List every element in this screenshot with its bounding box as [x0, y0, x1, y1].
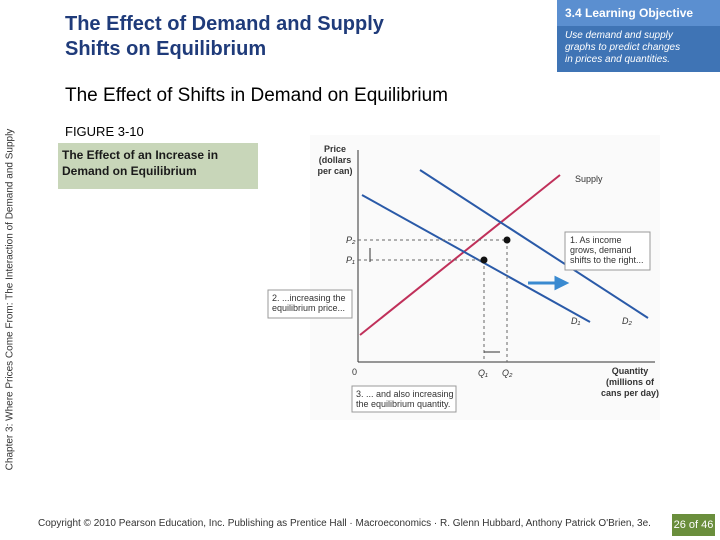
diagram-label: 3. ... and also increasing	[356, 389, 454, 399]
diagram-label: 0	[352, 367, 357, 377]
text-line: Demand on Equilibrium	[62, 164, 197, 178]
text-line: Use demand and supply	[565, 30, 673, 41]
equilibrium-2	[503, 236, 511, 244]
diagram-label: per can)	[317, 166, 352, 176]
diagram-label: D₂	[622, 316, 632, 326]
shift-arrow	[528, 275, 570, 291]
diagram-label: Quantity	[612, 366, 649, 376]
equilibrium-1	[480, 256, 488, 264]
diagram-label: P₁	[346, 255, 355, 265]
figure-caption: The Effect of an Increase in Demand on Eq…	[58, 143, 258, 189]
diagram-label: Q₁	[478, 368, 488, 378]
callout-1-box	[564, 231, 651, 271]
callout-3-box	[351, 385, 457, 413]
objective-text: Use demand and supply graphs to predict c…	[565, 30, 680, 66]
diagram-label: equilibrium price...	[272, 303, 345, 313]
text-line: The Effect of Demand and Supply	[65, 13, 384, 35]
callout-2-box	[267, 289, 353, 319]
diagram-label: Supply	[575, 174, 603, 184]
title: The Effect of Demand and Supply Shifts on…	[65, 12, 384, 62]
diagram-bg	[310, 135, 660, 420]
diagram-label: cans per day)	[601, 388, 659, 398]
page-number: 26 of 46	[672, 514, 715, 536]
diagram-label: D₁	[571, 316, 580, 326]
diagram-label: Price	[324, 144, 346, 154]
footer: Copyright © 2010 Pearson Education, Inc.…	[0, 510, 720, 540]
demand-d2	[419, 169, 649, 319]
objective-box: 3.4 Learning Objective Use demand and su…	[557, 0, 720, 72]
text-line: Shifts on Equilibrium	[65, 38, 267, 60]
diagram-label: grows, demand	[570, 245, 632, 255]
objective-band	[557, 0, 720, 26]
diagram-label: P₂	[346, 235, 356, 245]
demand-d1	[361, 194, 591, 323]
diagram-label: Q₂	[502, 368, 513, 378]
supply-curve	[359, 174, 561, 336]
text-line: in prices and quantities.	[565, 54, 671, 65]
diagram-label: (millions of	[606, 377, 655, 387]
copyright: Copyright © 2010 Pearson Education, Inc.…	[38, 518, 651, 529]
text-line: graphs to predict changes	[565, 42, 681, 53]
diagram-label: shifts to the right...	[570, 255, 644, 265]
text-line: The Effect of an Increase in	[62, 148, 219, 162]
objective-label: 3.4 Learning Objective	[565, 6, 694, 20]
diagram-label: (dollars	[319, 155, 352, 165]
figure-number: FIGURE 3-10	[65, 124, 144, 139]
diagram-label: 2. ...increasing the	[272, 293, 346, 303]
diagram-label: the equilibrium quantity.	[356, 399, 450, 409]
diagram-label: 1. As income	[570, 235, 622, 245]
subtitle: The Effect of Shifts in Demand on Equili…	[65, 85, 449, 106]
